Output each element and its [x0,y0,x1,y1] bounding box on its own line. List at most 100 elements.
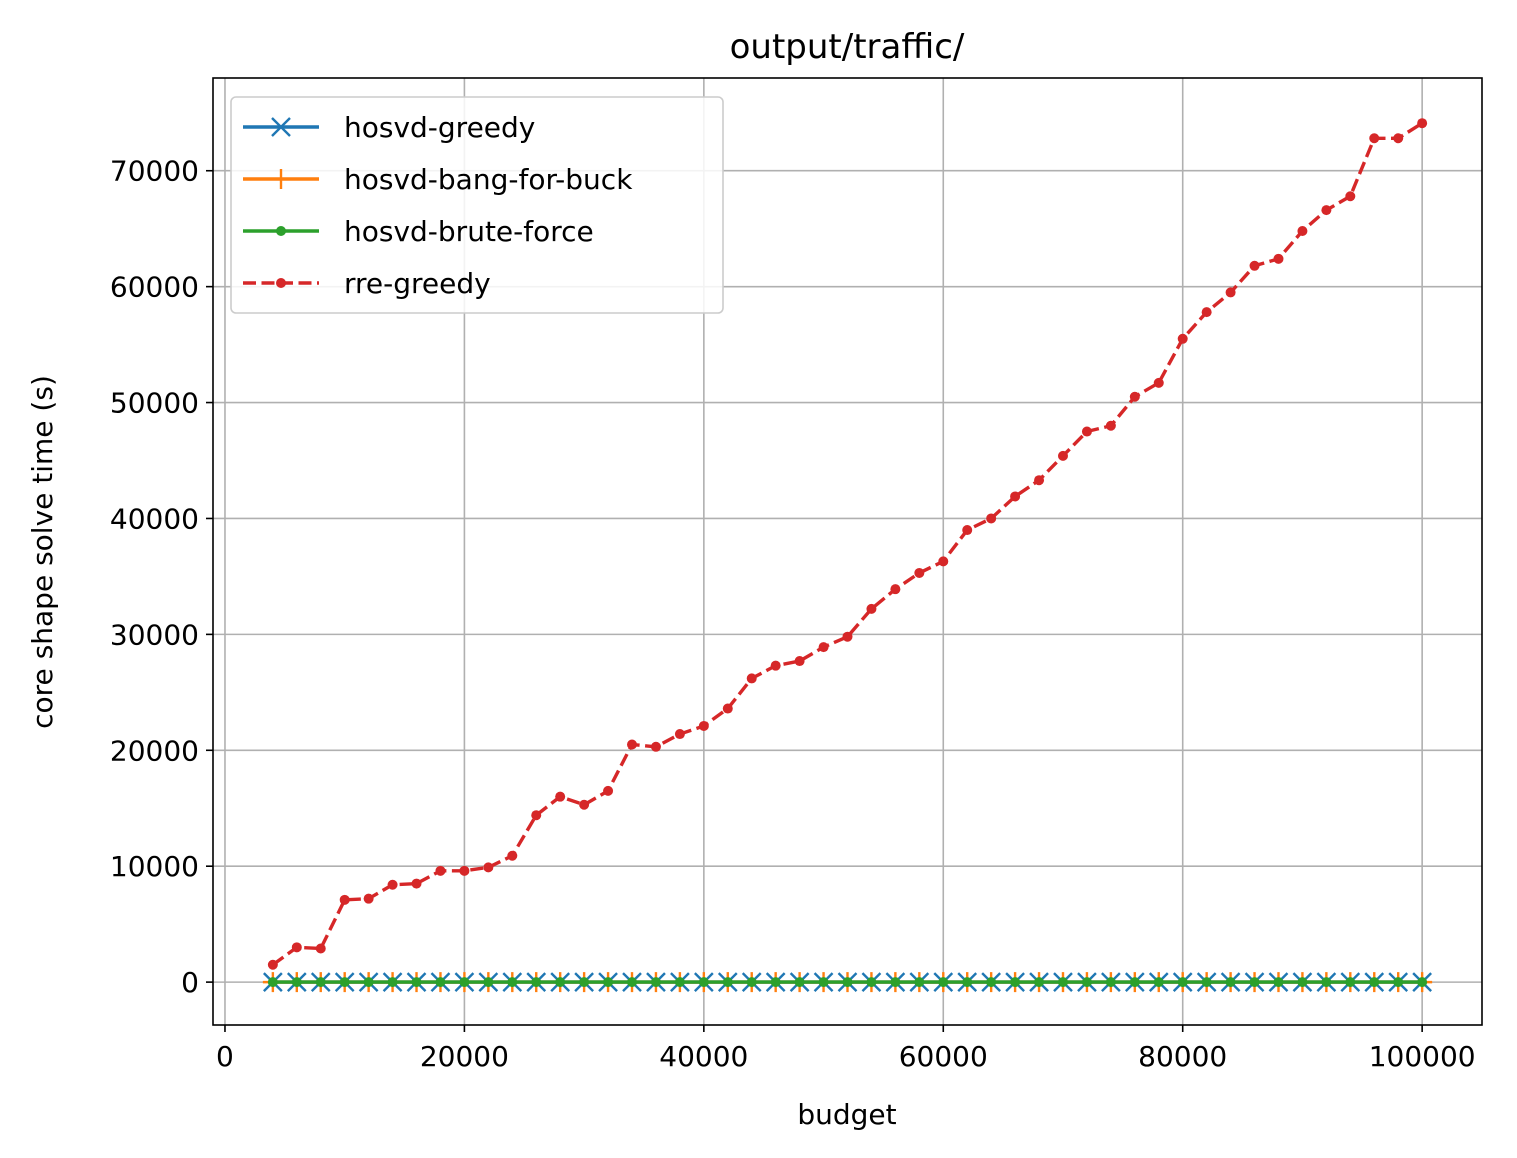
data-point-rre-greedy [914,567,925,578]
legend-label: rre-greedy [344,267,491,300]
data-point-rre-greedy [579,799,590,810]
data-point-hosvd-brute-force [986,977,997,988]
data-point-hosvd-brute-force [387,977,398,988]
data-point-hosvd-brute-force [603,977,614,988]
legend-marker [276,278,286,288]
data-point-rre-greedy [986,513,997,524]
data-point-hosvd-brute-force [1034,977,1045,988]
data-point-rre-greedy [315,943,326,954]
data-point-hosvd-brute-force [1081,977,1092,988]
data-point-rre-greedy [1177,333,1188,344]
data-point-rre-greedy [1345,191,1356,202]
plot-frame [212,77,1483,1026]
legend-label: hosvd-greedy [344,111,535,144]
data-point-hosvd-brute-force [650,977,661,988]
x-tick-label: 100000 [1369,1040,1476,1073]
data-point-hosvd-brute-force [363,977,374,988]
chart-title: output/traffic/ [730,27,965,67]
data-point-hosvd-brute-force [1393,977,1404,988]
x-axis-label: budget [797,1098,896,1131]
data-point-hosvd-brute-force [267,977,278,988]
legend-box [230,96,724,314]
data-point-hosvd-brute-force [1010,977,1021,988]
data-point-hosvd-brute-force [698,977,709,988]
x-tick-label: 20000 [420,1040,509,1073]
data-point-rre-greedy [411,878,422,889]
data-point-rre-greedy [1081,426,1092,437]
data-point-rre-greedy [603,785,614,796]
data-point-rre-greedy [291,942,302,953]
data-point-hosvd-brute-force [1345,977,1356,988]
data-point-rre-greedy [1273,253,1284,264]
data-point-rre-greedy [1201,307,1212,318]
data-point-hosvd-brute-force [1153,977,1164,988]
data-point-rre-greedy [842,631,853,642]
data-point-rre-greedy [1297,226,1308,237]
data-point-rre-greedy [483,862,494,873]
axis-ticks: 0 20000 40000 60000 80000 100000 0 10000 20000 30… [110,155,1476,1073]
data-point-hosvd-brute-force [507,977,518,988]
series-rre-greedy [267,118,1428,970]
legend: hosvd-greedy hosvd-bang-for-buck hosvd-bru… [230,96,724,314]
data-point-rre-greedy [1249,260,1260,271]
y-tick-label: 70000 [110,155,199,188]
data-point-hosvd-brute-force [627,977,638,988]
data-point-rre-greedy [1417,118,1428,129]
data-point-hosvd-brute-force [1225,977,1236,988]
data-point-hosvd-brute-force [1321,977,1332,988]
series-hosvd-brute-force [267,977,1428,988]
data-point-rre-greedy [459,865,470,876]
legend-marker [276,226,286,236]
y-tick-label: 40000 [110,502,199,535]
x-marker-stroke [271,117,291,137]
data-point-rre-greedy [1010,491,1021,502]
data-point-rre-greedy [1057,450,1068,461]
y-tick-label: 50000 [110,387,199,420]
data-point-hosvd-brute-force [794,977,805,988]
data-point-hosvd-brute-force [459,977,470,988]
series-layer [262,118,1433,993]
data-point-rre-greedy [1225,287,1236,298]
data-point-hosvd-brute-force [770,977,781,988]
data-point-hosvd-brute-force [674,977,685,988]
data-point-hosvd-brute-force [746,977,757,988]
data-point-rre-greedy [938,556,949,567]
y-tick-label: 60000 [110,271,199,304]
data-point-hosvd-brute-force [1417,977,1428,988]
data-point-rre-greedy [674,729,685,740]
data-point-rre-greedy [866,603,877,614]
data-point-rre-greedy [722,703,733,714]
y-tick-label: 0 [181,966,199,999]
data-point-hosvd-brute-force [890,977,901,988]
data-point-rre-greedy [267,959,278,970]
data-point-hosvd-brute-force [1249,977,1260,988]
data-point-rre-greedy [363,893,374,904]
x-tick-label: 60000 [899,1040,988,1073]
data-point-hosvd-brute-force [1105,977,1116,988]
data-point-hosvd-brute-force [914,977,925,988]
data-point-hosvd-brute-force [962,977,973,988]
data-point-hosvd-brute-force [291,977,302,988]
y-tick-label: 10000 [110,850,199,883]
data-point-rre-greedy [531,810,542,821]
data-point-rre-greedy [890,584,901,595]
data-point-hosvd-brute-force [579,977,590,988]
data-point-rre-greedy [746,673,757,684]
data-point-rre-greedy [770,660,781,671]
y-axis-label: core shape solve time (s) [26,375,59,729]
data-point-hosvd-brute-force [938,977,949,988]
data-point-hosvd-brute-force [1201,977,1212,988]
data-point-hosvd-brute-force [866,977,877,988]
y-tick-label: 20000 [110,734,199,767]
data-point-hosvd-brute-force [411,977,422,988]
data-point-rre-greedy [507,850,518,861]
data-point-rre-greedy [1321,205,1332,216]
data-point-hosvd-brute-force [1297,977,1308,988]
data-point-rre-greedy [1129,391,1140,402]
data-point-hosvd-brute-force [315,977,326,988]
data-point-rre-greedy [1034,475,1045,486]
data-point-hosvd-brute-force [1177,977,1188,988]
data-point-rre-greedy [1393,133,1404,144]
